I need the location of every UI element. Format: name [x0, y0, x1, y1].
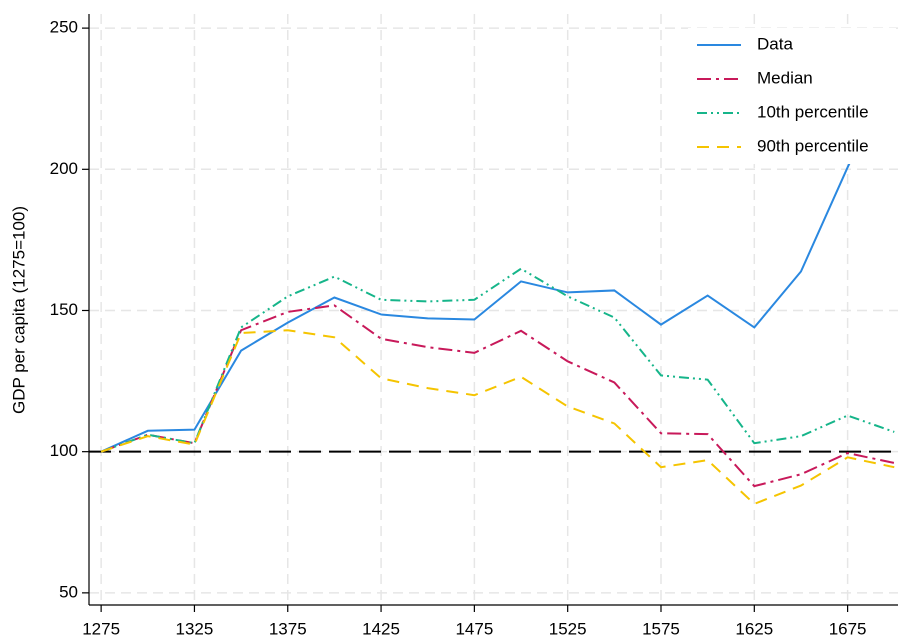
y-tick-label: 50 [59, 582, 78, 601]
series-line [100, 70, 896, 453]
y-tick-label: 100 [50, 441, 78, 460]
x-tick-label: 1375 [269, 619, 307, 638]
y-axis-label: GDP per capita (1275=100) [9, 206, 28, 414]
legend-label: 90th percentile [757, 136, 869, 155]
y-tick-label: 150 [50, 300, 78, 319]
x-tick-label: 1325 [176, 619, 214, 638]
series-line [100, 267, 895, 453]
legend-label: Data [757, 34, 793, 53]
x-tick-label: 1575 [642, 619, 680, 638]
legend-box [688, 28, 896, 164]
x-tick-label: 1525 [549, 619, 587, 638]
x-tick-label: 1275 [82, 619, 120, 638]
y-tick-label: 200 [50, 159, 78, 178]
series-line [100, 304, 895, 488]
legend-label: 10th percentile [757, 102, 869, 121]
x-tick-label: 1675 [829, 619, 867, 638]
series-line [100, 329, 895, 506]
x-tick-label: 1475 [455, 619, 493, 638]
y-tick-label: 250 [50, 18, 78, 37]
x-tick-label: 1625 [735, 619, 773, 638]
legend-label: Median [757, 68, 813, 87]
x-tick-label: 1425 [362, 619, 400, 638]
